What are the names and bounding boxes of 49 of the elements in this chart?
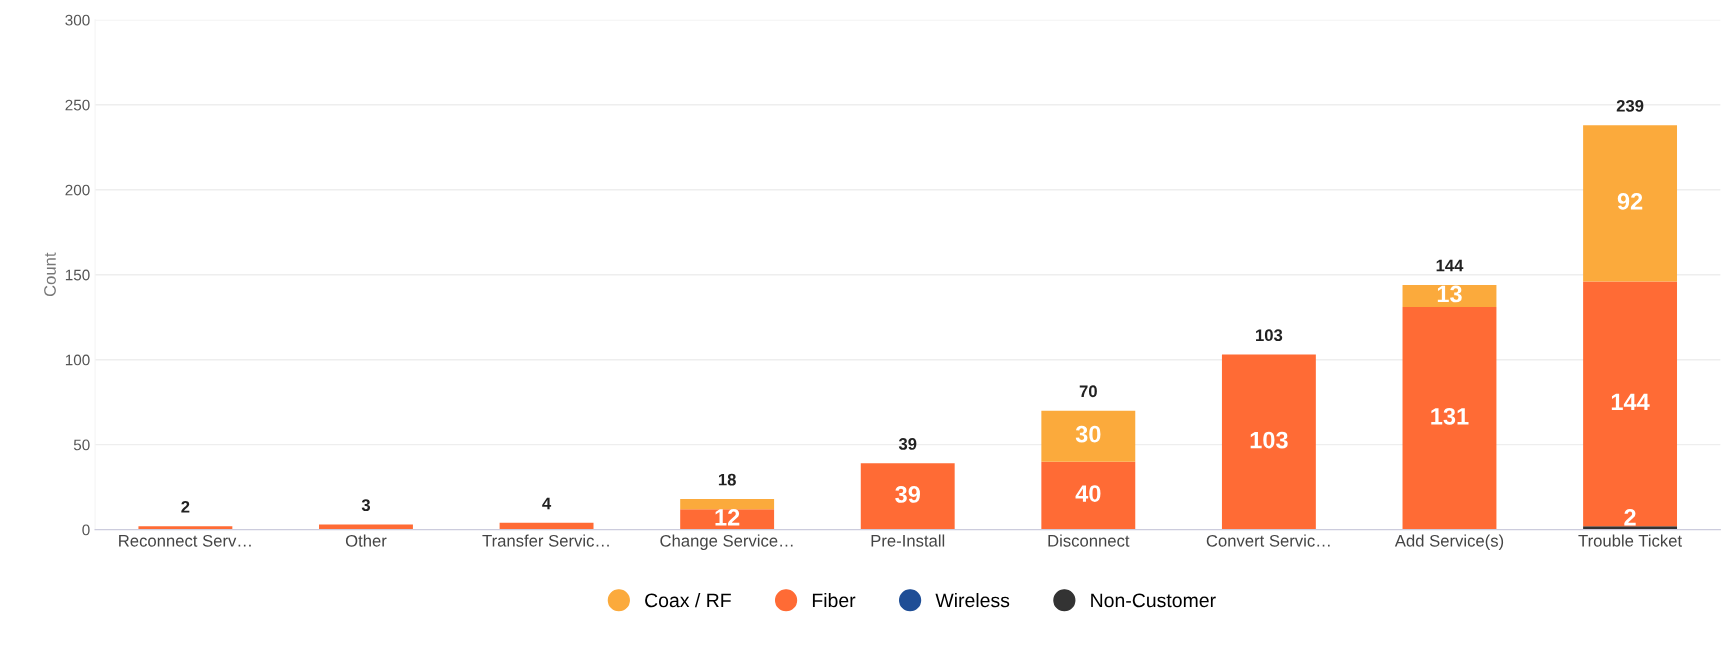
bar [1402, 284, 1497, 308]
data-label: 131 [1431, 407, 1469, 425]
y-tick-label: 150 [65, 269, 90, 281]
y-tick-label: 300 [65, 14, 90, 26]
legend-label: Non-Customer [1091, 593, 1216, 608]
bar [860, 463, 955, 530]
data-label: 13 [1437, 285, 1462, 303]
legend-label: Fiber [812, 592, 856, 608]
data-label: 144 [1611, 393, 1650, 410]
y-tick-label: 200 [65, 184, 90, 196]
total-label: 239 [1616, 99, 1644, 112]
x-tick-label: Reconnect Serv… [119, 534, 251, 547]
y-axis-title: Count [44, 252, 56, 297]
data-label: 103 [1250, 431, 1288, 449]
data-label: 92 [1617, 192, 1643, 210]
data-label: 40 [1075, 485, 1101, 502]
bar [1583, 281, 1678, 527]
legend-label: Wireless [935, 592, 1010, 608]
y-tick-label: 50 [73, 439, 90, 451]
data-label: 39 [895, 486, 920, 503]
y-tick-label: 250 [65, 99, 90, 111]
total-label: 39 [898, 438, 917, 450]
bar [1041, 461, 1136, 530]
x-tick-label: Trouble Ticket [1578, 534, 1682, 547]
legend-label: Coax / RF [645, 592, 731, 608]
x-tick-label: Other [345, 534, 387, 547]
x-tick-label: Pre-Install [871, 534, 945, 547]
data-label: 30 [1075, 425, 1101, 443]
total-label: 2 [181, 500, 190, 513]
data-label: 2 [1624, 509, 1636, 526]
total-label: 103 [1256, 329, 1283, 342]
x-tick-label: Disconnect [1048, 534, 1130, 547]
total-label: 144 [1436, 259, 1464, 272]
y-tick-label: 0 [82, 524, 90, 536]
y-tick-label: 100 [65, 354, 90, 366]
total-label: 70 [1079, 385, 1097, 398]
total-label: 4 [542, 497, 552, 510]
x-tick-label: Convert Servic… [1206, 534, 1330, 547]
x-tick-label: Add Service(s) [1394, 534, 1504, 550]
x-tick-label: Transfer Servic… [482, 534, 609, 547]
data-label: 12 [715, 509, 740, 526]
bar [1221, 354, 1316, 530]
total-label: 18 [718, 473, 736, 486]
bar [1402, 307, 1497, 530]
x-tick-label: Change Service… [660, 534, 793, 550]
total-label: 3 [361, 499, 370, 512]
bar [680, 499, 775, 510]
bar [1583, 125, 1678, 282]
bar [1041, 410, 1136, 462]
